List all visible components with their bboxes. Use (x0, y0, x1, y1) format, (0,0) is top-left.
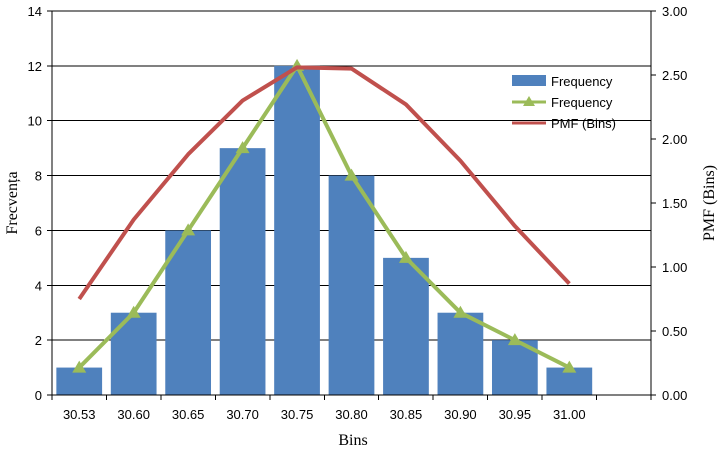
x-tick-label: 30.60 (117, 407, 150, 422)
x-tick-label: 30.75 (281, 407, 314, 422)
series-line-pmf (77, 65, 571, 301)
y2-tick-label: 1.00 (662, 260, 687, 275)
bar (328, 175, 375, 395)
bar (110, 312, 157, 395)
x-tick-label: 30.65 (172, 407, 205, 422)
line-point (126, 305, 141, 318)
y-tick-label: 6 (35, 223, 42, 238)
series-line-frequency (77, 63, 571, 370)
y-tick-label: 0 (35, 388, 42, 403)
axes (47, 10, 656, 400)
x-tick-label: 30.70 (226, 407, 259, 422)
legend-label-frequency-line: Frequency (551, 95, 613, 110)
legend-label-frequency-bar: Frequency (551, 74, 613, 89)
y2-tick-label: 2.00 (662, 132, 687, 147)
line-point (344, 168, 359, 181)
y2-tick-label: 1.50 (662, 196, 687, 211)
x-tick-label: 30.85 (390, 407, 423, 422)
y-tick-label: 14 (28, 4, 42, 19)
legend: Frequency Frequency PMF (Bins) (512, 74, 616, 131)
x-tick-label: 30.53 (63, 407, 96, 422)
line-point (398, 250, 413, 263)
line-point (562, 360, 577, 373)
line-series (72, 58, 577, 373)
bar (165, 230, 212, 395)
line-point (507, 333, 522, 346)
y-tick-label: 4 (35, 278, 42, 293)
y2-tick-label: 3.00 (662, 4, 687, 19)
bar (274, 65, 320, 395)
legend-label-pmf: PMF (Bins) (551, 116, 616, 131)
tick-labels: 30.53 30.60 30.65 30.70 30.75 30.80 30.85 30.90… (28, 4, 688, 422)
line-point (181, 223, 196, 236)
x-tick-label: 30.95 (499, 407, 532, 422)
line-point (453, 305, 468, 318)
line-point (235, 141, 250, 154)
x-tick-label: 31.00 (553, 407, 586, 422)
legend-marker-frequency-line (523, 96, 535, 106)
x-axis-title: Bins (338, 432, 367, 449)
y2-axis-title: PMF (Bins) (701, 165, 718, 241)
y2-tick-label: 2.50 (662, 68, 687, 83)
y-tick-label: 12 (28, 59, 42, 74)
bar (219, 148, 266, 395)
bar (383, 257, 429, 395)
y-axis-title: Frecvența (4, 171, 21, 234)
y-tick-label: 10 (28, 114, 42, 129)
bar-series (56, 65, 593, 395)
x-tick-label: 30.90 (444, 407, 477, 422)
bar (437, 312, 484, 395)
legend-swatch-frequency-bar (512, 75, 546, 86)
y-tick-label: 2 (35, 333, 42, 348)
y2-tick-label: 0.50 (662, 324, 687, 339)
y-tick-label: 8 (35, 169, 42, 184)
x-tick-label: 30.80 (335, 407, 368, 422)
y2-tick-label: 0.00 (662, 388, 687, 403)
line-point (72, 360, 87, 373)
